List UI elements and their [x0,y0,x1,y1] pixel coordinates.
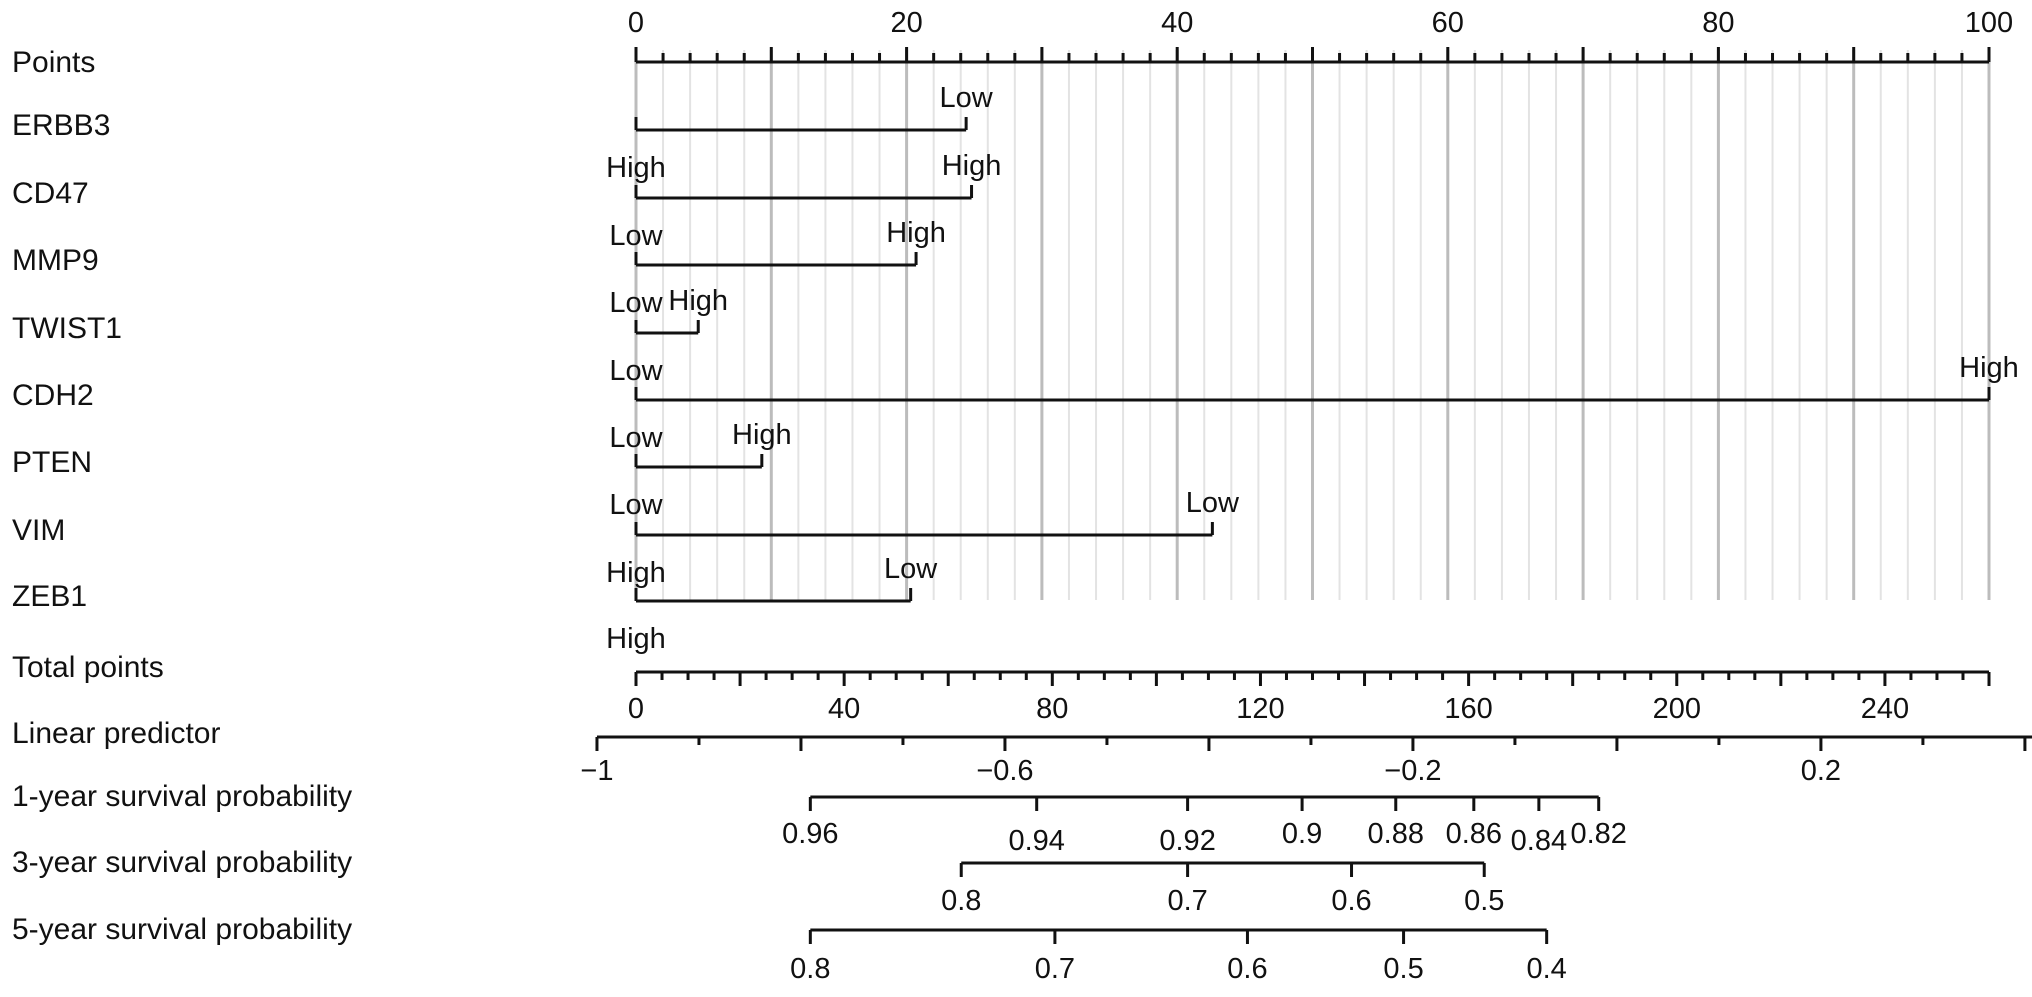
survival-1y-tick-label: 0.94 [1008,825,1064,857]
linear-predictor-tick-label: −0.6 [976,755,1033,787]
variable-name: MMP9 [12,244,99,277]
linear-predictor-axis: −1−0.6−0.20.20.61 [580,735,2032,787]
variable-level-label: Low [1186,487,1240,519]
points-tick-label: 80 [1702,7,1734,39]
variable-level-label: Low [609,220,663,252]
survival-5y-tick-label: 0.4 [1527,953,1567,985]
total-points-tick-label: 200 [1653,693,1701,725]
variable-level-label: High [606,623,666,655]
variable-row-cdh2: CDH2 High Low [12,352,2019,454]
total-points-tick-label: 240 [1861,693,1909,725]
survival-5y-tick-label: 0.5 [1383,953,1423,985]
variable-name: ERBB3 [12,109,110,142]
total-points-tick-label: 40 [828,693,860,725]
variable-level-label: Low [940,82,994,114]
total-points-tick-label: 160 [1444,693,1492,725]
points-tick-label: 40 [1161,7,1193,39]
survival-1y-axis: 0.96 0.94 0.92 0.9 0.88 0.86 0.84 0.82 [782,795,1627,857]
survival-3y-tick-label: 0.6 [1331,885,1371,917]
survival-5y-row-label: 5-year survival probability [12,913,352,946]
variable-row-erbb3: ERBB3 Low High [12,82,994,184]
total-points-axis: 0 40 80 120 160 200 240 [628,670,1991,725]
survival-1y-row-label: 1-year survival probability [12,780,352,813]
variable-level-label: High [886,217,946,249]
points-tick-label: 60 [1432,7,1464,39]
survival-1y-tick-label: 0.92 [1159,825,1215,857]
variable-level-label: High [606,152,666,184]
total-points-tick-label: 120 [1236,693,1284,725]
survival-1y-tick-label: 0.82 [1570,818,1626,850]
variable-row-zeb1: ZEB1 Low High [12,553,938,655]
survival-5y-tick-label: 0.7 [1035,953,1075,985]
variables: ERBB3LowHighCD47HighLowMMP9HighLowTWIST1… [12,82,2019,655]
variable-row-cd47: CD47 High Low [12,150,1001,252]
variable-level-label: High [668,285,728,317]
survival-3y-tick-label: 0.8 [941,885,981,917]
variable-level-label: High [1959,352,2019,384]
points-row-label: Points [12,46,95,79]
variable-name: TWIST1 [12,312,122,345]
survival-3y-axis: 0.8 0.7 0.6 0.5 [941,861,1504,917]
variable-level-label: Low [609,287,663,319]
survival-3y-tick-label: 0.7 [1167,885,1207,917]
linear-predictor-row-label: Linear predictor [12,717,220,750]
survival-1y-tick-label: 0.84 [1511,825,1567,857]
variable-level-label: Low [609,422,663,454]
survival-5y-tick-label: 0.8 [790,953,830,985]
variable-row-pten: PTEN High Low [12,419,792,521]
variable-level-label: High [942,150,1002,182]
variable-level-label: High [732,419,792,451]
total-points-row-label: Total points [12,651,164,684]
survival-5y-axis: 0.8 0.7 0.6 0.5 0.4 [790,928,1567,985]
survival-5y-tick-label: 0.6 [1227,953,1267,985]
survival-3y-row-label: 3-year survival probability [12,846,352,879]
points-axis: 0 20 40 60 80 100 [628,7,2013,64]
survival-1y-tick-label: 0.9 [1282,818,1322,850]
points-tick-label: 100 [1965,7,2013,39]
variable-name: ZEB1 [12,580,87,613]
survival-1y-tick-label: 0.88 [1368,818,1424,850]
variable-row-vim: VIM Low High [12,487,1240,589]
variable-level-label: Low [609,489,663,521]
variable-level-label: Low [609,355,663,387]
linear-predictor-tick-label: −0.2 [1384,755,1441,787]
survival-1y-tick-label: 0.86 [1446,818,1502,850]
survival-3y-tick-label: 0.5 [1464,885,1504,917]
linear-predictor-tick-label: 0.2 [1801,755,1841,787]
variable-name: VIM [12,514,65,547]
variable-name: CDH2 [12,379,94,412]
variable-name: CD47 [12,177,89,210]
points-tick-label: 20 [890,7,922,39]
points-gridlines [634,50,1991,600]
total-points-tick-label: 80 [1036,693,1068,725]
variable-name: PTEN [12,446,92,479]
survival-1y-tick-label: 0.96 [782,818,838,850]
points-tick-label: 0 [628,7,644,39]
variable-level-label: Low [884,553,938,585]
linear-predictor-tick-label: −1 [580,755,613,787]
total-points-tick-label: 0 [628,693,644,725]
variable-level-label: High [606,557,666,589]
